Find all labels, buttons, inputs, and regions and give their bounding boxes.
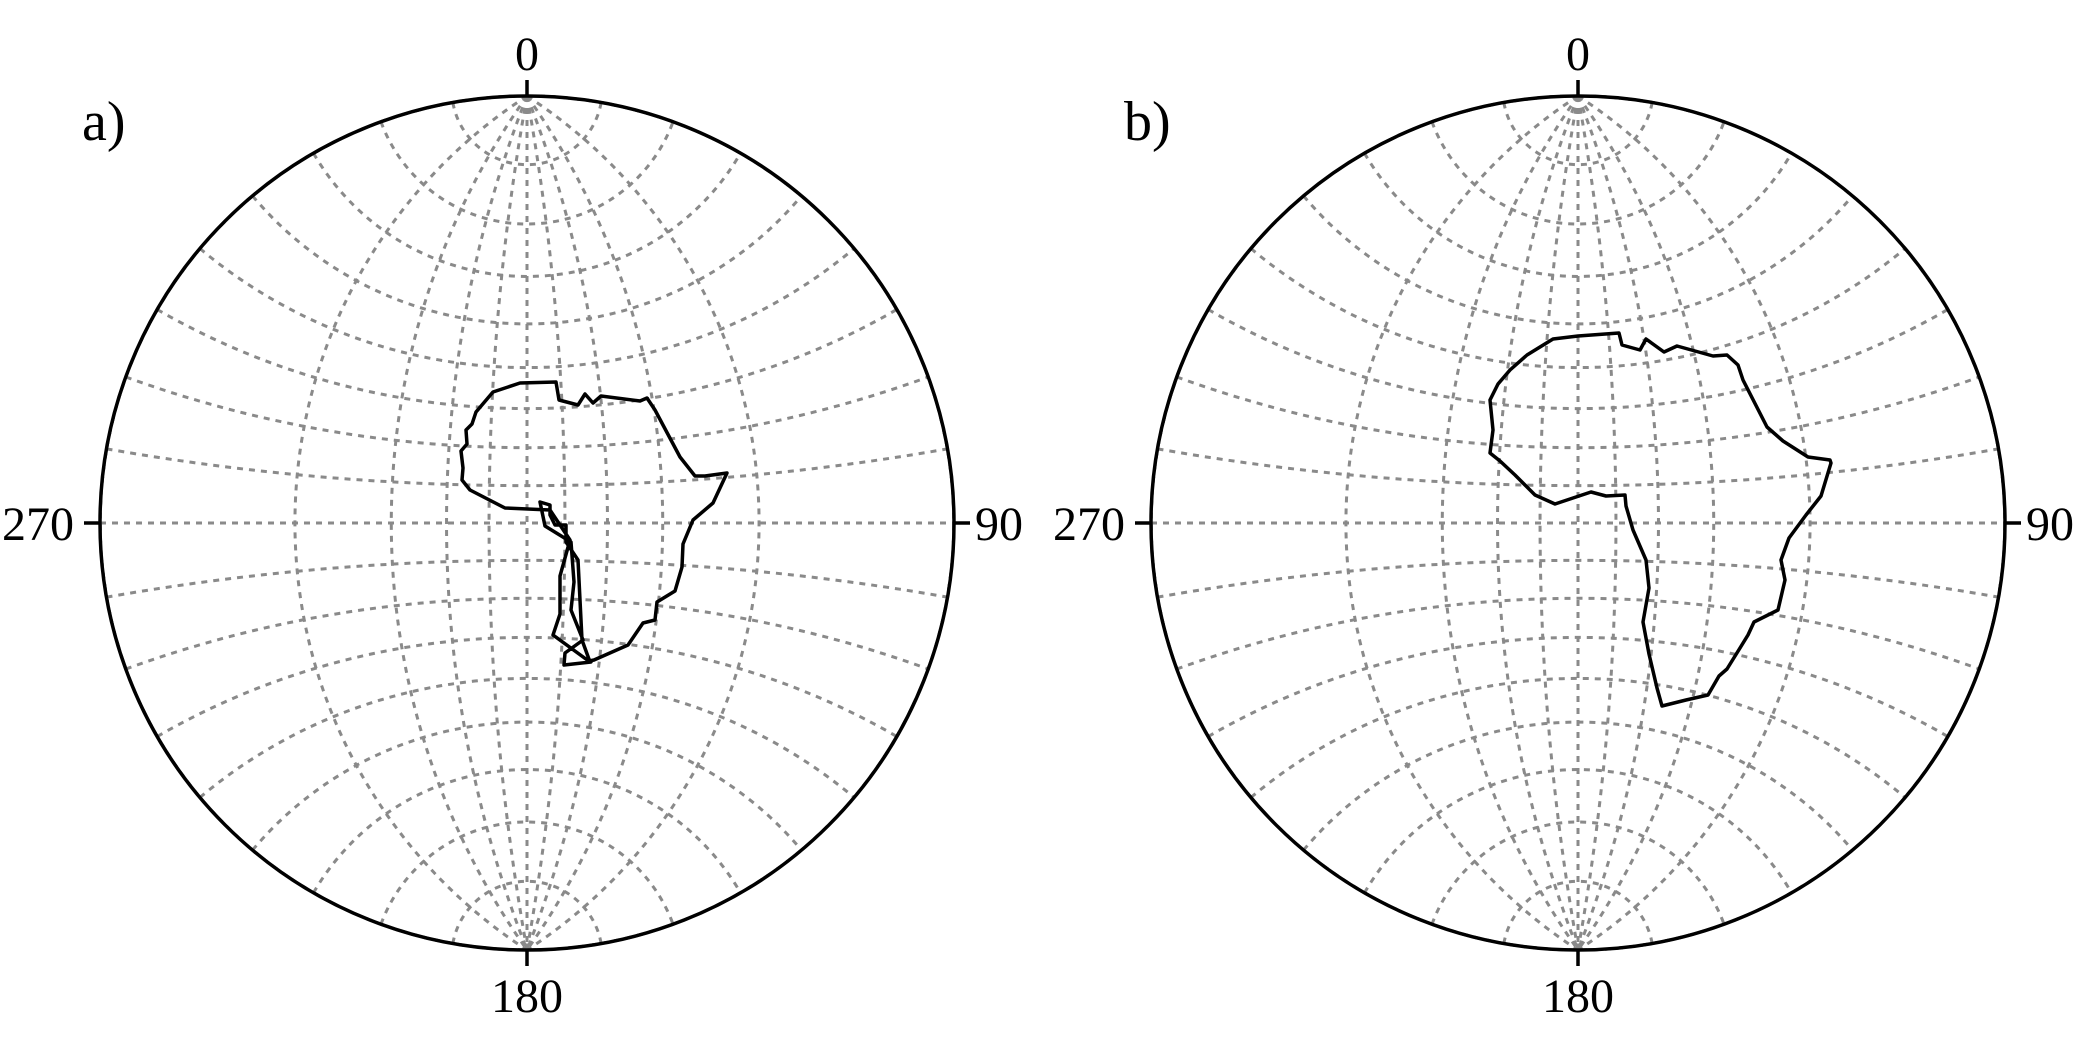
small-circle [1302, 720, 1854, 852]
panel-b: b) 0 90 180 270 [1053, 28, 2074, 1023]
small-circle [1157, 558, 1999, 599]
panel-b-label-north: 0 [1566, 28, 1590, 81]
panel-b-label: b) [1124, 91, 1171, 153]
small-circle [106, 447, 948, 488]
small-circle [156, 308, 898, 411]
africa-outline-icon [1488, 331, 1833, 708]
great-circle [526, 94, 761, 952]
great-circle [1496, 95, 1580, 951]
panel-a-ticks [84, 80, 970, 966]
panel-a-label-north: 0 [515, 28, 539, 81]
africa-outline-icon [459, 380, 729, 667]
great-circle [1440, 95, 1580, 951]
small-circle [312, 768, 742, 894]
small-circle [1176, 596, 1980, 671]
small-circle [198, 247, 856, 370]
small-circle [251, 720, 803, 852]
small-circle [1157, 447, 1999, 488]
small-circle [1363, 768, 1793, 894]
panel-a-label: a) [82, 91, 126, 153]
small-circle [125, 375, 929, 450]
small-circle [1176, 375, 1980, 450]
small-circle [198, 676, 856, 799]
small-circle [1207, 308, 1949, 411]
panel-b-ticks [1135, 80, 2021, 966]
panel-b-grid [1149, 94, 2007, 952]
small-circle [1207, 635, 1949, 738]
small-circle [1363, 152, 1793, 278]
great-circle [1576, 95, 1716, 951]
panel-a: a) 0 90 180 270 [2, 28, 1023, 1023]
small-circle [312, 152, 742, 278]
small-circle [106, 558, 948, 599]
small-circle [379, 820, 675, 925]
panel-b-label-south: 180 [1542, 970, 1614, 1023]
great-circle [445, 95, 529, 951]
small-circle [1430, 820, 1726, 925]
panel-a-label-west: 270 [2, 498, 74, 551]
panel-a-grid [98, 94, 956, 952]
panel-b-label-west: 270 [1053, 498, 1125, 551]
great-circle [525, 95, 665, 951]
great-circle [1577, 94, 1812, 952]
small-circle [156, 635, 898, 738]
small-circle [251, 194, 803, 326]
small-circle [1249, 676, 1907, 799]
small-circle [125, 596, 929, 671]
small-circle [1302, 194, 1854, 326]
panel-b-label-east: 90 [2026, 498, 2074, 551]
great-circle [389, 95, 529, 951]
small-circle [1249, 247, 1907, 370]
panel-a-label-east: 90 [975, 498, 1023, 551]
panel-a-label-south: 180 [491, 970, 563, 1023]
